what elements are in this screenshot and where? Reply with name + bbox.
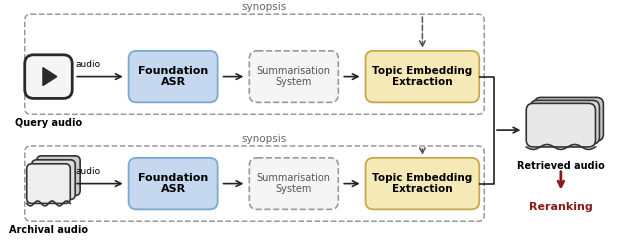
FancyBboxPatch shape <box>36 156 80 195</box>
Polygon shape <box>43 68 57 86</box>
Text: Summarisation
System: Summarisation System <box>257 173 331 194</box>
Text: Query audio: Query audio <box>15 118 82 128</box>
Text: audio: audio <box>76 167 100 176</box>
Text: Retrieved audio: Retrieved audio <box>517 161 605 171</box>
Text: synopsis: synopsis <box>242 2 287 12</box>
FancyBboxPatch shape <box>530 100 600 144</box>
Text: Archival audio: Archival audio <box>9 225 88 235</box>
Text: Foundation
ASR: Foundation ASR <box>138 66 208 87</box>
FancyBboxPatch shape <box>526 103 595 147</box>
Text: audio: audio <box>76 60 100 69</box>
FancyBboxPatch shape <box>129 158 218 209</box>
Text: Topic Embedding
Extraction: Topic Embedding Extraction <box>372 173 472 194</box>
Text: Summarisation
System: Summarisation System <box>257 66 331 87</box>
FancyBboxPatch shape <box>365 51 479 102</box>
FancyBboxPatch shape <box>250 158 339 209</box>
FancyBboxPatch shape <box>534 97 604 141</box>
FancyBboxPatch shape <box>129 51 218 102</box>
FancyBboxPatch shape <box>31 160 76 199</box>
FancyBboxPatch shape <box>365 158 479 209</box>
FancyBboxPatch shape <box>250 51 339 102</box>
FancyBboxPatch shape <box>25 55 72 98</box>
Text: Topic Embedding
Extraction: Topic Embedding Extraction <box>372 66 472 87</box>
Text: synopsis: synopsis <box>242 134 287 144</box>
FancyBboxPatch shape <box>27 164 70 203</box>
Text: Reranking: Reranking <box>529 202 593 213</box>
Text: Foundation
ASR: Foundation ASR <box>138 173 208 194</box>
